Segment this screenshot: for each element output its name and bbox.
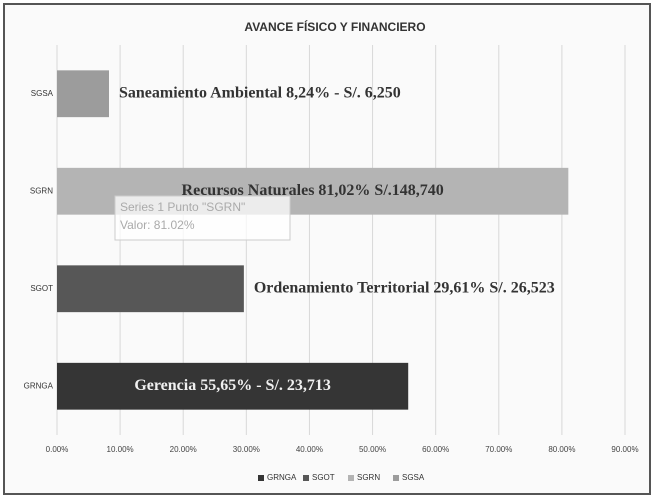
x-tick-label: 20.00% — [170, 445, 197, 454]
bar — [57, 265, 244, 313]
x-tick-label: 0.00% — [46, 445, 69, 454]
legend-label: GRNGA — [267, 473, 297, 482]
value-label: Gerencia 55,65% - S/. 23,713 — [134, 377, 331, 394]
y-tick-label: SGOT — [30, 284, 53, 293]
chart-frame — [3, 3, 651, 495]
bar — [57, 70, 110, 118]
legend-swatch — [258, 475, 264, 481]
bar — [57, 362, 409, 410]
x-tick-label: 80.00% — [548, 445, 575, 454]
x-tick-label: 50.00% — [359, 445, 386, 454]
legend-swatch — [348, 475, 354, 481]
y-tick-label: GRNGA — [24, 381, 54, 390]
legend-swatch — [393, 475, 399, 481]
x-tick-label: 30.00% — [233, 445, 260, 454]
legend-label: SGOT — [312, 473, 335, 482]
x-tick-label: 90.00% — [611, 445, 638, 454]
x-tick-label: 70.00% — [485, 445, 512, 454]
legend-label: SGSA — [402, 473, 425, 482]
value-label: Ordenamiento Territorial 29,61% S/. 26,5… — [254, 279, 555, 296]
x-tick-label: 40.00% — [296, 445, 323, 454]
value-label: Saneamiento Ambiental 8,24% - S/. 6,250 — [119, 84, 401, 101]
tooltip: Series 1 Punto "SGRN" Valor: 81.02% — [114, 195, 291, 241]
legend-swatch — [303, 475, 309, 481]
legend-label: SGRN — [357, 473, 380, 482]
x-tick-label: 10.00% — [107, 445, 134, 454]
tooltip-box — [114, 195, 291, 241]
tooltip-line: Series 1 Punto "SGRN" — [120, 200, 245, 214]
value-label: Recursos Naturales 81,02% S/.148,740 — [182, 182, 444, 199]
y-tick-label: SGRN — [30, 186, 53, 195]
y-tick-label: SGSA — [31, 89, 54, 98]
tooltip-line: Valor: 81.02% — [120, 218, 195, 232]
x-tick-label: 60.00% — [422, 445, 449, 454]
chart-title: AVANCE FÍSICO Y FINANCIERO — [244, 19, 425, 34]
